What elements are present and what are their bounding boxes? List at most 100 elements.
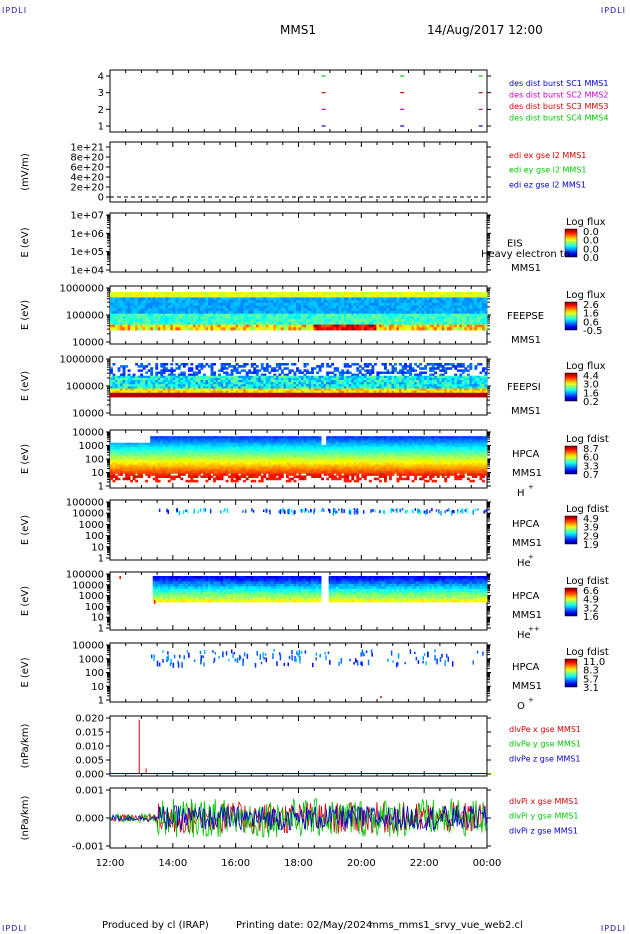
spectrogram-cell <box>481 313 485 317</box>
spectrogram-cell <box>147 444 151 448</box>
spectrogram-cell <box>120 302 123 306</box>
spectrogram-cell <box>125 365 128 368</box>
spectrogram-cell <box>444 316 448 320</box>
spectrogram-cell <box>285 321 289 325</box>
spectrogram-cell <box>260 308 264 312</box>
spectrogram-cell <box>303 302 307 306</box>
spectrogram-cell <box>363 365 367 368</box>
spectrogram-cell <box>476 363 480 366</box>
spectrogram-cell <box>265 308 269 312</box>
spectrogram-cell <box>321 297 325 301</box>
spectrogram-cell <box>230 321 234 325</box>
spectrogram-cell <box>466 390 470 394</box>
spectrogram-cell <box>160 375 164 379</box>
spectrogram-cell <box>459 327 463 331</box>
spectrogram-cell <box>278 375 282 379</box>
spectrogram-cell <box>348 297 352 301</box>
spectrogram-cell <box>125 292 128 296</box>
spectrogram-cell <box>328 365 332 368</box>
spectrogram-cell <box>225 367 229 370</box>
spectrogram-cell <box>316 313 320 317</box>
spectrogram-cell <box>378 327 382 331</box>
spectrogram-cell <box>110 390 113 394</box>
spectrogram-cell <box>434 384 438 387</box>
spectrogram-cell <box>351 319 355 323</box>
spectrogram-cell <box>255 316 259 320</box>
spectrogram-cell <box>368 316 372 320</box>
spectrogram-cell <box>336 382 340 385</box>
spectrogram-cell <box>243 380 247 383</box>
spectrogram-cell <box>258 377 262 381</box>
spectrogram-cell <box>399 297 402 301</box>
spectrogram-cell <box>125 464 128 468</box>
spectrogram-cell <box>280 384 284 387</box>
spectrogram-cell <box>135 375 139 379</box>
spectrogram-cell <box>228 297 232 301</box>
spectrogram-cell <box>341 316 345 320</box>
spectrogram-cell <box>140 297 144 301</box>
spectrogram-cell <box>225 371 229 375</box>
spectrogram-cell <box>130 479 134 483</box>
spectrogram-cell <box>180 308 184 312</box>
spectrogram-cell <box>140 458 144 461</box>
spectrogram-cell <box>120 327 123 331</box>
spectrogram-cell <box>471 294 475 298</box>
spectrogram-cell <box>429 324 433 328</box>
spectrogram-cell <box>208 297 211 301</box>
spectrogram-cell <box>328 316 332 320</box>
spectrogram-cell <box>210 380 214 383</box>
spectrogram-cell <box>258 316 262 320</box>
spectrogram-cell <box>127 390 131 394</box>
spectrogram-cell <box>429 394 433 398</box>
spectrogram-cell <box>110 311 113 315</box>
spectrogram-cell <box>253 297 257 301</box>
spectrogram-cell <box>208 321 211 325</box>
spectrogram-cell <box>233 321 237 325</box>
spectrogram-cell <box>195 384 199 387</box>
spectrogram-cell <box>391 390 395 394</box>
y-tick-label: 10000 <box>72 428 104 439</box>
spectrogram-cell <box>165 311 169 315</box>
spectrogram-cell <box>185 308 189 312</box>
spectrogram-cell <box>132 466 136 470</box>
spectrogram-cell <box>248 394 252 398</box>
spectrogram-cell <box>331 319 335 323</box>
spectrogram-cell <box>396 316 400 320</box>
spectrogram-cell <box>165 392 169 396</box>
spectrogram-cell <box>223 302 227 306</box>
spectrogram-cell <box>150 455 154 459</box>
spectrogram-cell <box>419 390 423 394</box>
spectrogram-cell <box>190 386 194 389</box>
spectrogram-cell <box>245 392 249 396</box>
spectrogram-cell <box>383 386 387 389</box>
spectrogram-cell <box>358 371 362 375</box>
spectrogram-cell <box>132 464 136 468</box>
spectrogram-cell <box>356 294 360 298</box>
spectrogram-cell <box>421 321 425 325</box>
spectrogram-cell <box>140 449 144 452</box>
spectrogram-cell <box>459 313 463 317</box>
spectrogram-cell <box>474 327 478 331</box>
spectrogram-cell <box>436 367 440 370</box>
spectrogram-cell <box>439 324 443 328</box>
spectrogram-cell <box>394 367 397 370</box>
spectrogram-cell <box>401 300 405 304</box>
spectrogram-cell <box>321 363 325 366</box>
spectrogram-cell <box>328 292 332 296</box>
spectrogram-cell <box>140 324 144 328</box>
spectrogram-cell <box>197 388 201 392</box>
spectrogram-cell <box>110 475 113 479</box>
spectrogram-cell <box>343 384 347 387</box>
spectrogram-cell <box>414 300 418 304</box>
spectrogram-cell <box>451 384 455 387</box>
spectrogram-cell <box>386 302 390 306</box>
spectrogram-cell <box>301 394 304 398</box>
spectrogram-cell <box>235 363 239 366</box>
spectrogram-cell <box>185 292 189 296</box>
spectrogram-cell <box>110 302 113 306</box>
spectrogram-cell <box>376 311 380 315</box>
spectrogram-cell <box>140 451 144 455</box>
spectrogram-cell <box>313 386 317 389</box>
spectrogram-cell <box>197 305 201 309</box>
spectrogram-cell <box>253 367 257 370</box>
